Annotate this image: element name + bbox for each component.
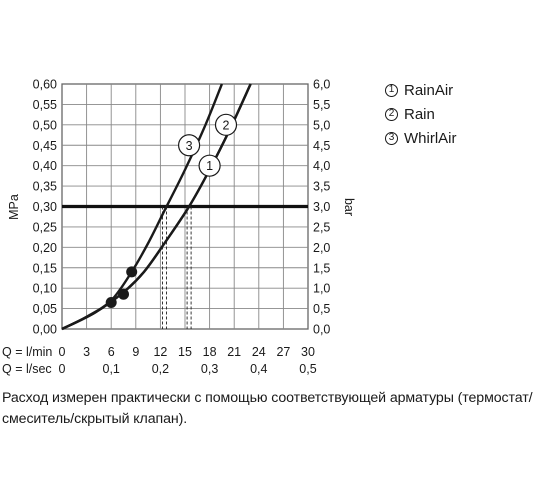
right-axis-tick: 5,5 <box>313 98 330 112</box>
left-axis-tick: 0,15 <box>33 261 57 275</box>
legend-marker-2: 2 <box>385 107 398 121</box>
left-axis-ticks: 0,00 0,05 0,10 0,15 0,20 0,25 0,30 0,35 0,40 0,45… <box>33 78 57 337</box>
x-axis-tick-lsec: 0,3 <box>201 362 218 376</box>
right-axis-tick: 3,0 <box>313 200 330 214</box>
data-point <box>126 266 138 278</box>
right-axis-tick: 0,0 <box>313 323 330 337</box>
chart-series <box>61 83 252 331</box>
left-axis-tick: 0,55 <box>33 98 57 112</box>
x-axis-tick-lmin: 9 <box>132 345 139 359</box>
chart-legend: 1 RainAir 2 Rain 3 WhirlAir <box>385 78 457 150</box>
chart-points <box>105 266 138 308</box>
x-axis-tick-lsec: 0 <box>59 362 66 376</box>
right-axis-tick: 2,5 <box>313 220 330 234</box>
legend-item-rainair: 1 RainAir <box>385 78 457 102</box>
left-axis-tick: 0,00 <box>33 323 57 337</box>
reference-line-group <box>62 204 308 329</box>
legend-marker-1: 1 <box>385 83 398 97</box>
left-axis-tick: 0,25 <box>33 220 57 234</box>
left-axis-tick: 0,10 <box>33 282 57 296</box>
right-axis-tick: 4,5 <box>313 139 330 153</box>
right-axis-tick: 1,0 <box>313 282 330 296</box>
data-point <box>118 288 129 300</box>
legend-marker-3: 3 <box>385 131 398 145</box>
x-axis-tick-lmin: 0 <box>59 345 66 359</box>
x-axis-row2-label: Q = l/sec <box>2 362 52 376</box>
right-axis-tick: 5,0 <box>313 118 330 132</box>
series-label-circle-3 <box>178 134 201 157</box>
series-label-circle-1 <box>198 154 221 177</box>
data-point <box>105 296 117 308</box>
x-axis-tick-lmin: 18 <box>203 345 217 359</box>
x-axis-tick-lmin: 3 <box>83 345 90 359</box>
legend-label-rainair: RainAir <box>404 81 454 99</box>
x-axis-ticks: 0 3 6 9 12 15 18 21 24 27 30 0 0,1 0,2 0,3 0,4 0,5 <box>59 345 317 376</box>
legend-label-whirlair: WhirlAir <box>404 129 457 147</box>
left-axis-tick: 0,60 <box>33 78 57 92</box>
x-axis-tick-lmin: 12 <box>153 345 167 359</box>
series-label-3: 3 <box>186 139 193 153</box>
x-axis-tick-lmin: 21 <box>227 345 241 359</box>
left-axis-label: MPa <box>7 194 21 220</box>
pressure-flow-chart: 123 0,000,050,100,150,200,250,300,350,40… <box>2 78 356 377</box>
right-axis-tick: 3,5 <box>313 180 330 194</box>
x-axis-tick-lmin: 24 <box>252 345 266 359</box>
series-labels: 1 2 3 <box>178 113 238 177</box>
series-label-circle-2 <box>214 113 238 136</box>
x-axis-row1-label: Q = l/min <box>2 345 52 359</box>
x-axis-tick-lsec: 0,4 <box>250 362 267 376</box>
x-axis-tick-lmin: 15 <box>178 345 192 359</box>
left-axis-tick: 0,20 <box>33 241 57 255</box>
right-axis-label: bar <box>342 198 356 216</box>
series-curve-whirlair <box>61 83 224 331</box>
left-axis-tick: 0,05 <box>33 302 57 316</box>
left-axis-tick: 0,30 <box>33 200 57 214</box>
legend-item-whirlair: 3 WhirlAir <box>385 126 457 150</box>
x-axis-tick-lsec: 0,5 <box>299 362 316 376</box>
right-axis-tick: 1,5 <box>313 261 330 275</box>
right-axis-tick: 6,0 <box>313 78 330 92</box>
left-axis-tick: 0,35 <box>33 180 57 194</box>
x-axis-tick-lsec: 0,2 <box>152 362 169 376</box>
x-axis-tick-lmin: 27 <box>276 345 290 359</box>
right-axis-tick: 0,5 <box>313 302 330 316</box>
left-axis-tick: 0,50 <box>33 118 57 132</box>
series-label-2: 2 <box>223 118 230 132</box>
right-axis-tick: 2,0 <box>313 241 330 255</box>
x-axis-tick-lmin: 6 <box>108 345 115 359</box>
left-axis-tick: 0,45 <box>33 139 57 153</box>
legend-label-rain: Rain <box>404 105 435 123</box>
legend-item-rain: 2 Rain <box>385 102 457 126</box>
series-label-1: 1 <box>206 159 213 173</box>
x-axis-tick-lsec: 0,1 <box>103 362 120 376</box>
chart-caption: Расход измерен практически с помощью соо… <box>2 390 533 427</box>
left-axis-tick: 0,40 <box>33 159 57 173</box>
right-axis-ticks: 0,0 0,5 1,0 1,5 2,0 2,5 3,0 3,5 4,0 4,5 5,0 5,5 6,0 <box>313 78 330 337</box>
x-axis-tick-lmin: 30 <box>301 345 315 359</box>
right-axis-tick: 4,0 <box>313 159 330 173</box>
